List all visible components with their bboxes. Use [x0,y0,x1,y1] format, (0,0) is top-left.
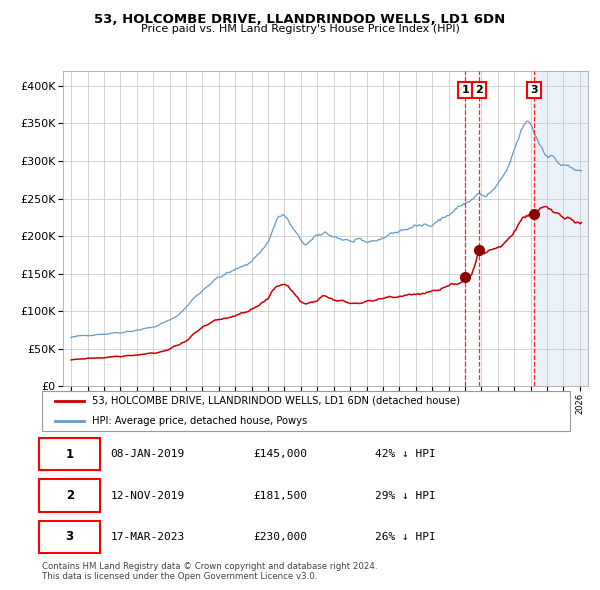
Text: 08-JAN-2019: 08-JAN-2019 [110,450,185,459]
Text: 17-MAR-2023: 17-MAR-2023 [110,532,185,542]
Text: 26% ↓ HPI: 26% ↓ HPI [374,532,436,542]
FancyBboxPatch shape [40,480,100,512]
FancyBboxPatch shape [42,391,570,431]
Bar [534,71,588,386]
Text: HPI: Average price, detached house, Powys: HPI: Average price, detached house, Powy… [92,416,307,425]
Text: £230,000: £230,000 [253,532,307,542]
Text: 2: 2 [476,85,483,95]
Text: £145,000: £145,000 [253,450,307,459]
Text: Contains HM Land Registry data © Crown copyright and database right 2024.
This d: Contains HM Land Registry data © Crown c… [42,562,377,581]
Text: 3: 3 [65,530,74,543]
Text: 53, HOLCOMBE DRIVE, LLANDRINDOD WELLS, LD1 6DN (detached house): 53, HOLCOMBE DRIVE, LLANDRINDOD WELLS, L… [92,396,460,405]
Text: 42% ↓ HPI: 42% ↓ HPI [374,450,436,459]
Text: 53, HOLCOMBE DRIVE, LLANDRINDOD WELLS, LD1 6DN: 53, HOLCOMBE DRIVE, LLANDRINDOD WELLS, L… [94,13,506,26]
Text: Price paid vs. HM Land Registry's House Price Index (HPI): Price paid vs. HM Land Registry's House … [140,24,460,34]
Text: 1: 1 [65,448,74,461]
FancyBboxPatch shape [40,521,100,553]
Text: 29% ↓ HPI: 29% ↓ HPI [374,491,436,500]
Text: 12-NOV-2019: 12-NOV-2019 [110,491,185,500]
Text: £181,500: £181,500 [253,491,307,500]
FancyBboxPatch shape [40,438,100,470]
Text: 2: 2 [65,489,74,502]
Text: 1: 1 [461,85,469,95]
Bar [575,71,588,386]
Text: 3: 3 [530,85,538,95]
